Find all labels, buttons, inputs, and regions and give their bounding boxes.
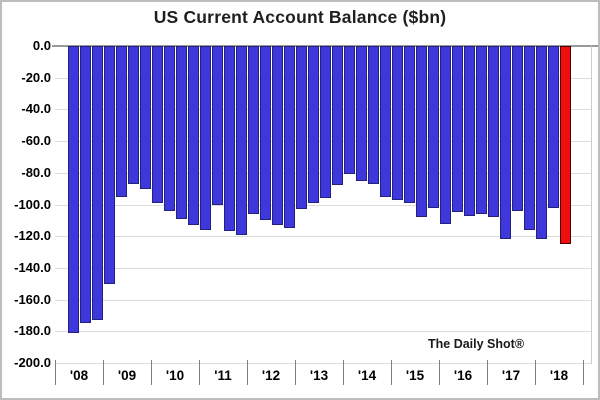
bar — [79, 46, 91, 324]
daily-shot-watermark: The Daily Shot® — [428, 337, 525, 351]
bar — [463, 46, 475, 216]
bar — [139, 46, 151, 189]
bar — [523, 46, 535, 230]
year-tick — [535, 360, 536, 385]
x-year-label: '18 — [549, 368, 569, 383]
bar — [511, 46, 523, 211]
x-year-label: '13 — [309, 368, 329, 383]
gridline — [55, 267, 591, 269]
y-tick-label: -40.0 — [21, 101, 51, 117]
x-year-label: '10 — [165, 368, 185, 383]
bar — [223, 46, 235, 232]
bar — [343, 46, 355, 175]
gridline — [55, 236, 591, 238]
year-tick — [151, 360, 152, 385]
x-year-label: '09 — [117, 368, 137, 383]
year-tick — [487, 360, 488, 385]
bar — [307, 46, 319, 203]
bar — [439, 46, 451, 224]
bar — [403, 46, 415, 203]
y-tick-label: -80.0 — [21, 164, 51, 180]
year-tick — [343, 360, 344, 385]
bar — [235, 46, 247, 235]
y-tick-label: -20.0 — [21, 69, 51, 85]
year-tick — [55, 360, 56, 385]
gridline — [55, 299, 591, 301]
gridline — [55, 363, 591, 364]
bar — [127, 46, 139, 184]
bar — [427, 46, 439, 208]
bar — [187, 46, 199, 226]
bar — [67, 46, 79, 333]
chart-title: US Current Account Balance ($bn) — [153, 7, 447, 27]
year-tick — [391, 360, 392, 385]
bar — [415, 46, 427, 218]
x-year-label: '16 — [453, 368, 473, 383]
gridline — [55, 331, 591, 333]
bar — [163, 46, 175, 211]
bar — [355, 46, 367, 181]
bar — [499, 46, 511, 240]
y-tick-label: 0.0 — [32, 38, 51, 53]
bar — [367, 46, 379, 184]
bar — [331, 46, 343, 186]
gridline — [55, 204, 591, 206]
bar — [103, 46, 115, 284]
bar — [211, 46, 223, 205]
y-tick-label: -180.0 — [14, 323, 51, 339]
y-tick-label: -100.0 — [14, 196, 51, 212]
bar — [487, 46, 499, 218]
bar — [475, 46, 487, 214]
bar — [319, 46, 331, 199]
x-year-label: '11 — [214, 368, 232, 383]
bar — [91, 46, 103, 321]
bar — [175, 46, 187, 219]
bar — [535, 46, 547, 240]
x-year-label: '14 — [357, 368, 377, 383]
bar — [283, 46, 295, 229]
y-tick-label: -120.0 — [14, 228, 51, 244]
bar — [259, 46, 271, 221]
bar — [391, 46, 403, 200]
bar — [451, 46, 463, 213]
year-tick — [103, 360, 104, 385]
bar — [295, 46, 307, 210]
bar — [115, 46, 127, 197]
y-tick-label: -200.0 — [14, 355, 51, 370]
x-year-label: '17 — [501, 368, 521, 383]
year-tick — [583, 360, 584, 385]
bar — [547, 46, 559, 208]
y-tick-label: -160.0 — [14, 291, 51, 307]
bar — [271, 46, 283, 226]
year-tick — [247, 360, 248, 385]
x-year-label: '15 — [405, 368, 425, 383]
highlighted-bar — [559, 46, 571, 245]
bar — [247, 46, 259, 214]
plot-right-border — [591, 46, 592, 364]
year-tick — [199, 360, 200, 385]
y-tick-label: -140.0 — [14, 259, 51, 275]
bar — [199, 46, 211, 230]
y-tick-label: -60.0 — [21, 133, 51, 149]
year-tick — [439, 360, 440, 385]
bar — [151, 46, 163, 203]
x-year-label: '12 — [261, 368, 281, 383]
bar — [379, 46, 391, 197]
x-year-label: '08 — [69, 368, 89, 383]
year-tick — [295, 360, 296, 385]
